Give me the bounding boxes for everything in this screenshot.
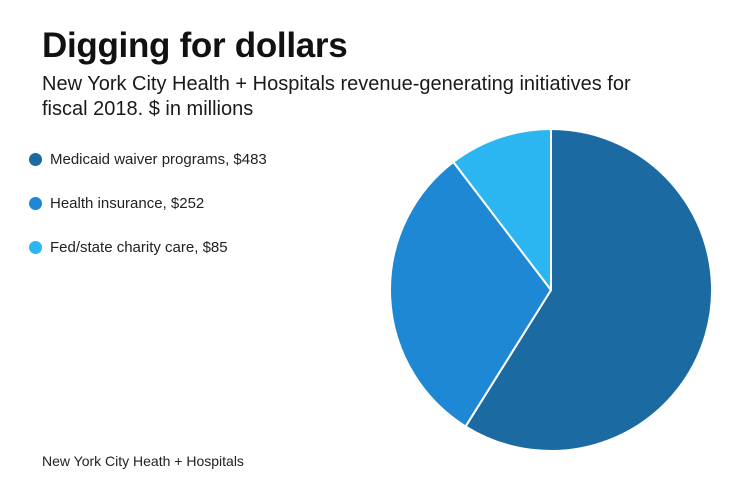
legend-item-medicaid-waiver: Medicaid waiver programs, $483 (29, 148, 267, 170)
legend-label-charity-care: Fed/state charity care, $85 (50, 238, 228, 256)
legend-label-medicaid-waiver: Medicaid waiver programs, $483 (50, 150, 267, 168)
source-note: New York City Heath + Hospitals (42, 453, 244, 469)
chart-subtitle: New York City Health + Hospitals revenue… (42, 73, 631, 120)
legend-item-health-insurance: Health insurance, $252 (29, 192, 267, 214)
pie-slice-medicaid-waiver-programs (464, 128, 713, 452)
legend-label-health-insurance: Health insurance, $252 (50, 194, 205, 212)
pie-slice-fed-state-charity-care (452, 128, 552, 291)
legend-swatch-charity-care (29, 240, 42, 254)
chart-title: Digging for dollars (42, 26, 348, 65)
legend-item-charity-care: Fed/state charity care, $85 (29, 236, 267, 258)
legend: Medicaid waiver programs, $483 Health in… (29, 148, 267, 280)
pie-slice-health-insurance (389, 160, 552, 428)
legend-swatch-health-insurance (29, 196, 42, 210)
legend-swatch-medicaid-waiver (29, 152, 42, 166)
